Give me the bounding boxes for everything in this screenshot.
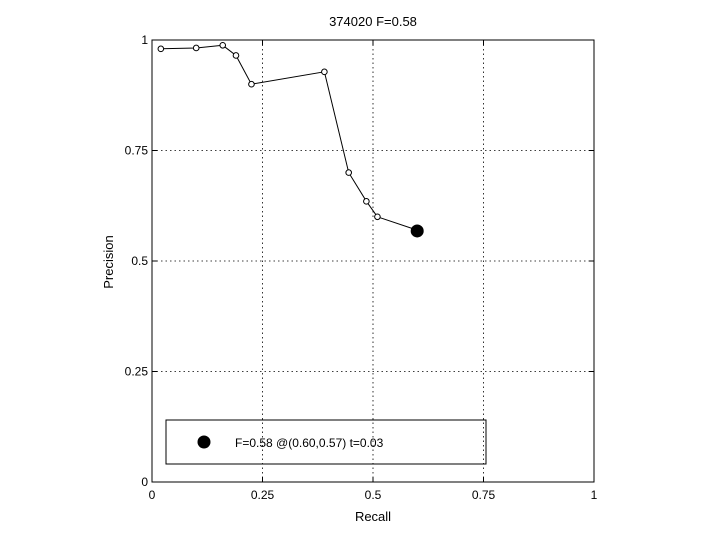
y-tick-label: 0 (141, 475, 148, 489)
y-tick-label: 1 (141, 33, 148, 47)
pr-curve (160, 44, 420, 232)
pr-point (232, 52, 240, 59)
pr-point (345, 169, 352, 176)
legend-box (165, 419, 487, 465)
legend-marker (197, 435, 211, 449)
x-tick-label: 0.25 (251, 488, 275, 502)
legend-entry: F=0.58 @(0.60,0.57) t=0.03 (235, 436, 384, 450)
pr-point (248, 80, 255, 88)
axis-ticks (151, 39, 595, 483)
y-tick-label: 0.5 (131, 254, 148, 268)
pr-point (192, 44, 200, 52)
chart-title: 374020 F=0.58 (329, 14, 417, 29)
pr-point (157, 45, 165, 53)
pr-point (321, 68, 328, 76)
pr-point (363, 198, 370, 205)
pr-point (219, 42, 227, 49)
pr-point (374, 213, 381, 221)
grid-lines (152, 40, 594, 482)
x-tick-label: 0.5 (365, 488, 382, 502)
tick-labels: 0 0.25 0.5 0.75 1 0 0.25 0.5 0.75 1 (125, 33, 598, 502)
legend: F=0.58 @(0.60,0.57) t=0.03 (165, 419, 487, 465)
x-tick-label: 0.75 (472, 488, 496, 502)
x-tick-label: 1 (591, 488, 598, 502)
y-tick-label: 0.25 (125, 365, 149, 379)
x-tick-label: 0 (149, 488, 156, 502)
x-axis-label: Recall (355, 509, 391, 524)
y-tick-label: 0.75 (125, 144, 149, 158)
best-f-point (410, 224, 424, 238)
y-axis-label: Precision (101, 235, 116, 288)
pr-points (157, 42, 423, 235)
